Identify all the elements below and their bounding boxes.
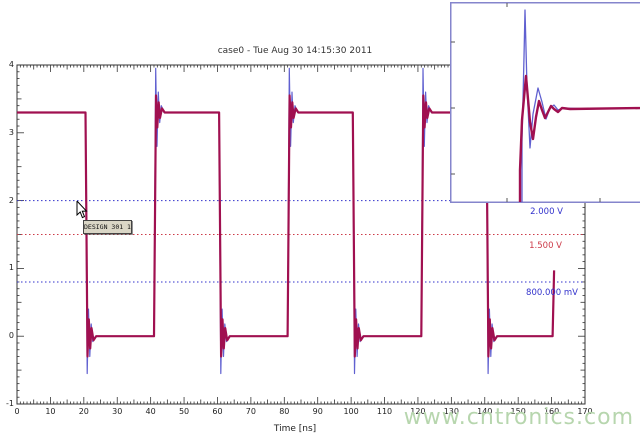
y-tick-label: 2 — [8, 195, 14, 205]
x-tick-label: 60 — [212, 407, 223, 416]
x-tick-label: 50 — [178, 407, 190, 416]
x-tick-label: 100 — [343, 407, 359, 416]
x-tick-label: 0 — [14, 407, 20, 416]
zoom-inset-panel[interactable] — [450, 2, 640, 203]
y-tick-label: 4 — [8, 60, 14, 69]
reference-line-label: 800.000 mV — [526, 287, 578, 298]
watermark: www.cntronics.com — [403, 405, 634, 430]
inset-trace-red — [518, 74, 640, 202]
y-tick-label: -1 — [6, 399, 14, 408]
y-tick-label: 0 — [8, 331, 14, 341]
x-tick-label: 110 — [376, 407, 393, 416]
x-tick-label: 170 — [577, 407, 593, 416]
x-tick-label: 10 — [45, 407, 56, 416]
x-tick-label: 150 — [510, 407, 526, 416]
x-tick-label: 120 — [410, 407, 426, 416]
inset-border — [450, 2, 640, 203]
time-axis-label: Time [ns] — [273, 424, 317, 434]
x-tick-label: 140 — [477, 407, 493, 416]
x-tick-label: 160 — [543, 407, 560, 416]
reference-line-label: 1.500 V — [529, 240, 562, 251]
x-tick-label: 40 — [145, 407, 156, 416]
x-tick-label: 130 — [443, 407, 459, 416]
x-tick-label: 20 — [78, 407, 89, 416]
plot-title: case0 - Tue Aug 30 14:15:30 2011 — [217, 46, 373, 56]
x-tick-label: 70 — [245, 407, 256, 416]
mouse-cursor-icon — [76, 201, 88, 219]
x-tick-label: 80 — [279, 407, 290, 416]
trace-tooltip: DESIGN 301 1 — [83, 220, 132, 234]
y-tick-label: 1 — [8, 263, 14, 273]
x-tick-label: 90 — [312, 407, 323, 416]
reference-line-label: 2.000 V — [530, 206, 563, 217]
x-tick-label: 30 — [112, 407, 123, 416]
y-tick-label: 3 — [8, 127, 14, 137]
